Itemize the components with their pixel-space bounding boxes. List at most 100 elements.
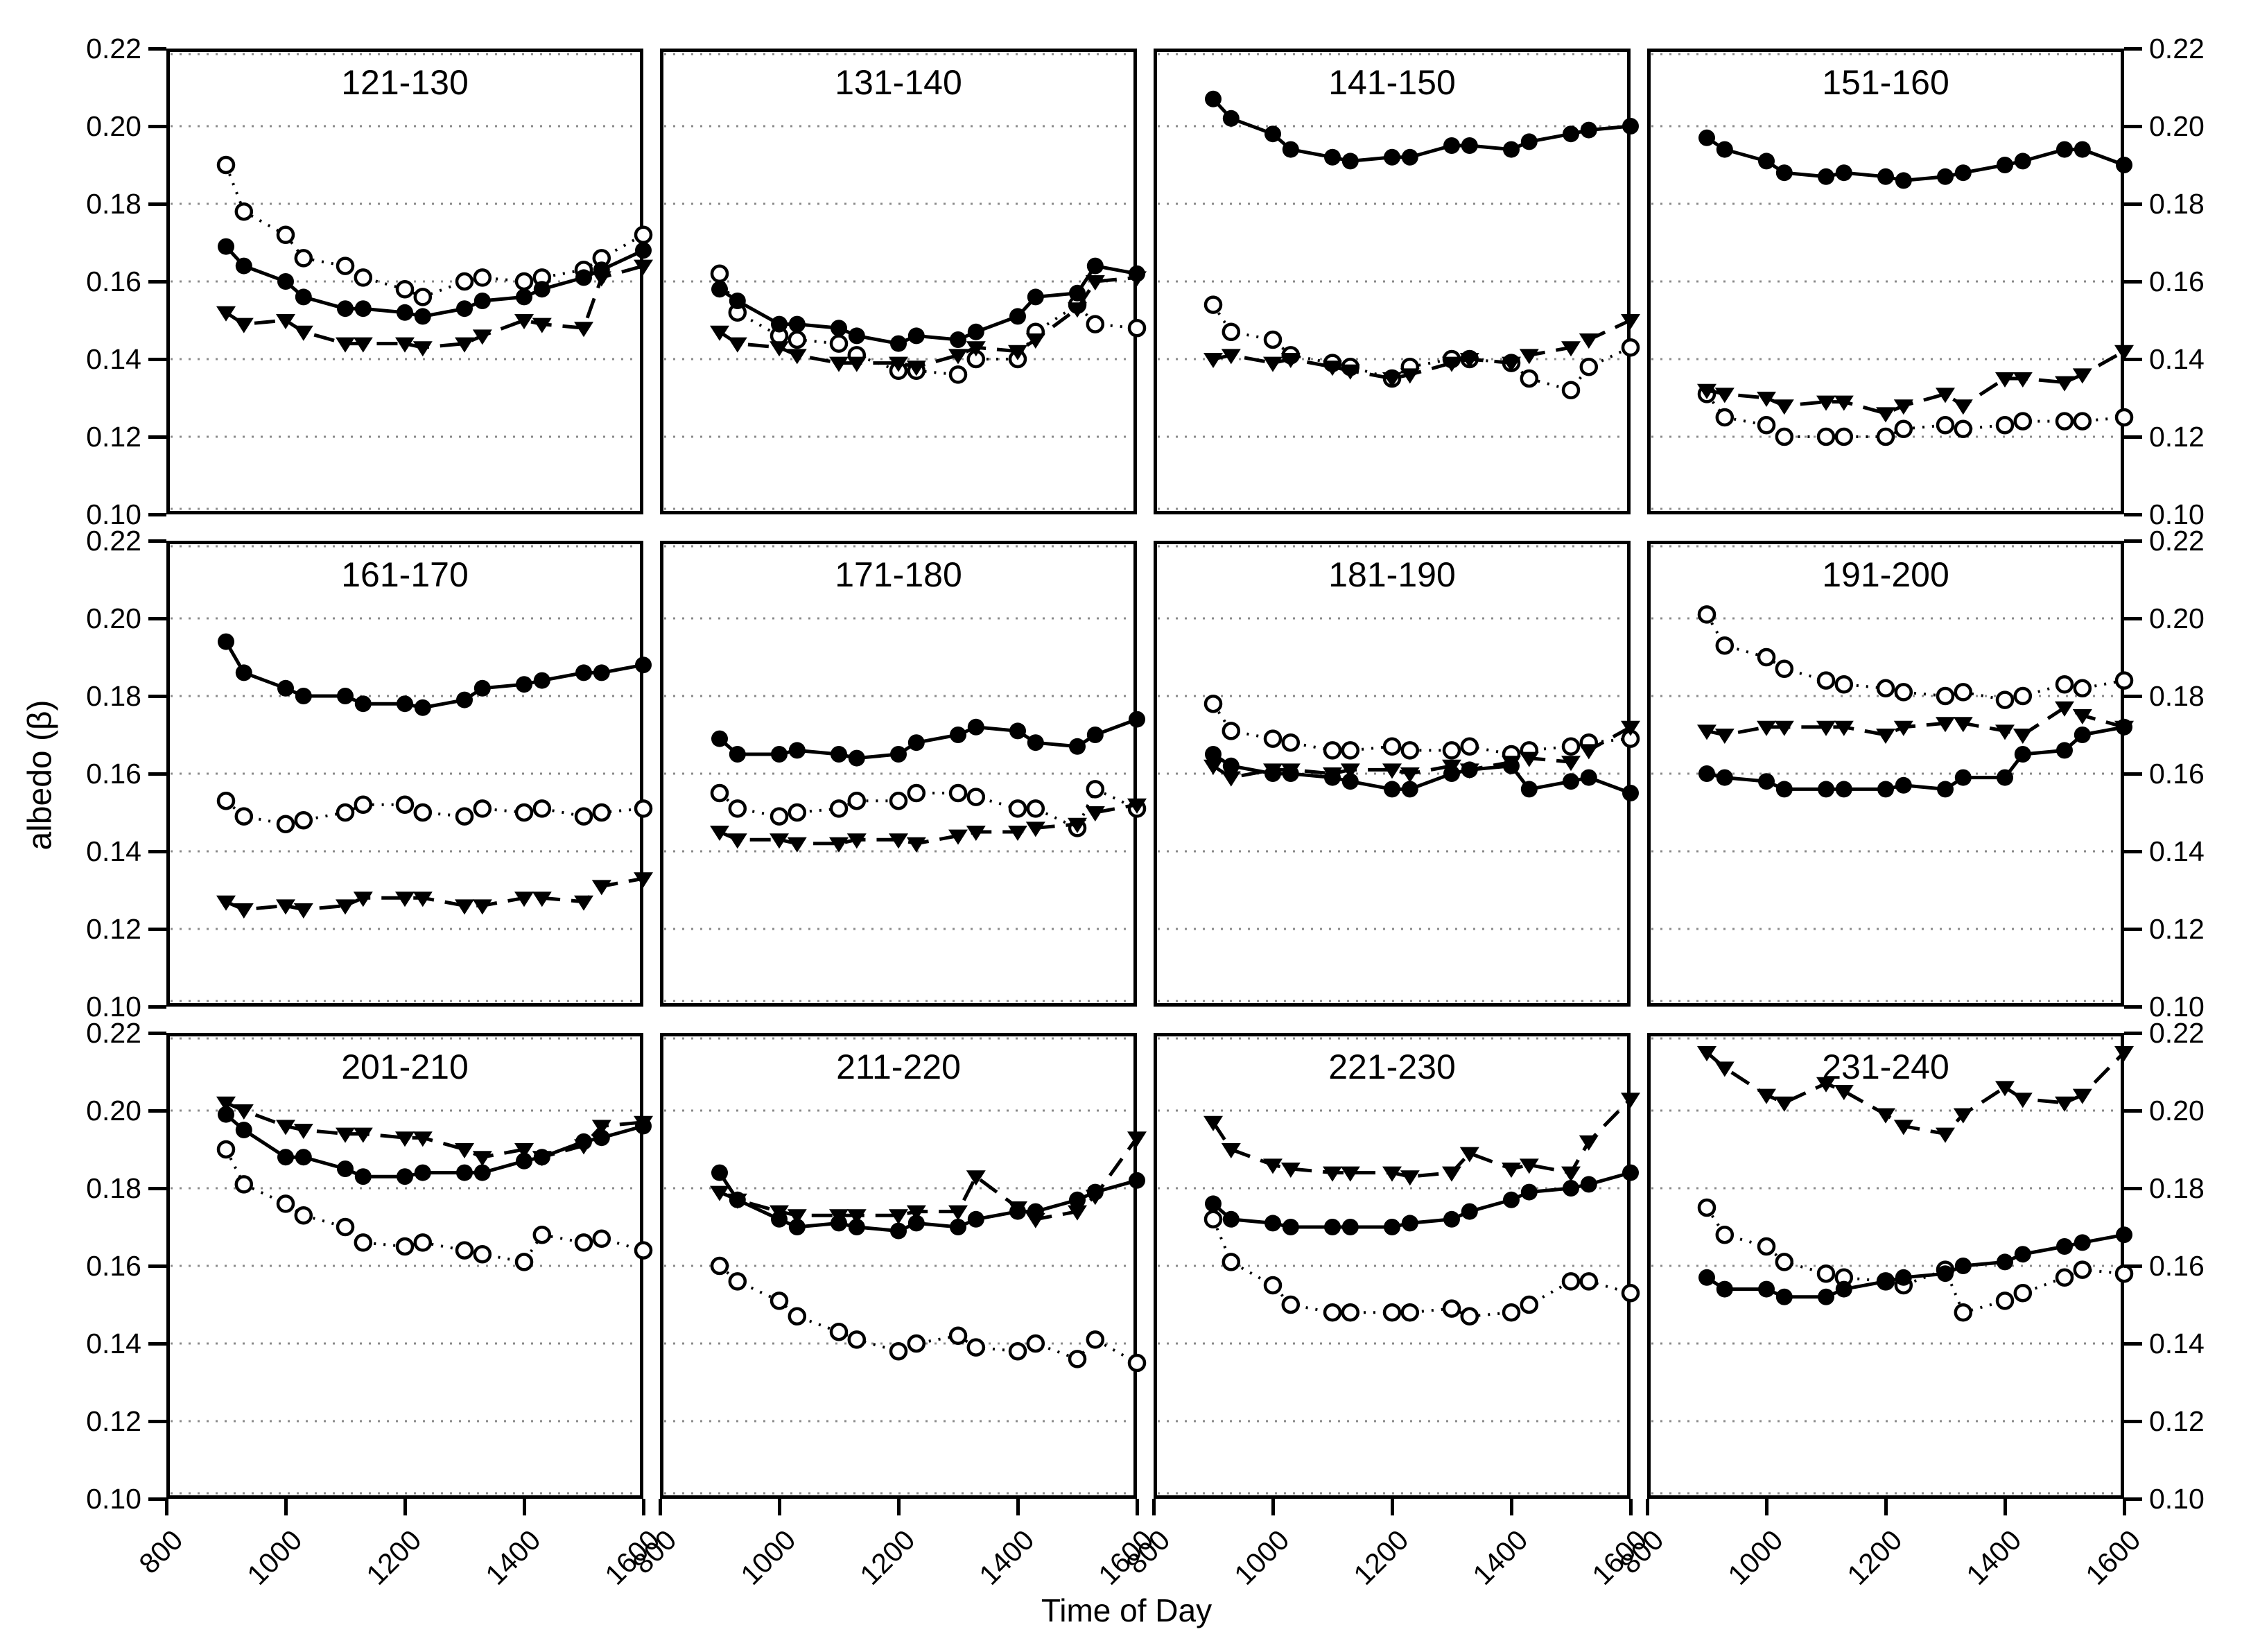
y-tick-label: 0.14 — [86, 343, 141, 375]
filled-triangle-marker — [1280, 353, 1301, 368]
open-circle-marker — [1382, 737, 1402, 756]
filled-triangle-marker — [1400, 1170, 1420, 1186]
y-tick — [148, 927, 166, 931]
y-tick — [2124, 849, 2142, 853]
open-circle-marker — [634, 1241, 653, 1260]
open-circle-marker — [634, 225, 653, 245]
open-circle-marker — [2114, 408, 2134, 427]
filled-triangle-marker — [412, 892, 433, 907]
filled-circle-marker — [967, 718, 984, 736]
filled-circle-marker — [1222, 757, 1240, 774]
open-circle-marker — [788, 1307, 807, 1326]
filled-circle-marker — [516, 1152, 532, 1170]
filled-circle-marker — [1443, 1210, 1460, 1228]
filled-circle-marker — [1698, 129, 1715, 146]
filled-circle-marker — [516, 288, 532, 306]
open-circle-marker — [336, 1217, 355, 1237]
filled-circle-marker — [1895, 776, 1912, 794]
y-tick — [2124, 772, 2142, 776]
y-tick — [2124, 202, 2142, 206]
panel-221-230: 221-230 — [1154, 1033, 1640, 1499]
x-tick-label: 1600 — [2079, 1524, 2147, 1592]
filled-triangle-marker — [1068, 1205, 1087, 1221]
filled-triangle-marker — [1621, 720, 1640, 736]
open-circle-marker — [1834, 675, 1854, 694]
open-circle-marker — [1400, 1303, 1420, 1322]
filled-circle-marker — [575, 1133, 592, 1150]
y-tick — [2124, 1419, 2142, 1423]
panel-231-240: 231-240 — [1647, 1033, 2134, 1499]
filled-triangle-marker — [1579, 333, 1599, 349]
y-tick — [2124, 1031, 2142, 1035]
open-circle-marker — [1222, 1253, 1241, 1271]
filled-circle-marker — [456, 691, 473, 708]
filled-circle-marker — [1775, 1288, 1793, 1305]
filled-circle-marker — [1954, 769, 1972, 786]
filled-circle-marker — [1563, 125, 1579, 143]
filled-circle-marker — [729, 293, 746, 309]
panel-121-130: 121-130 — [166, 49, 653, 514]
filled-circle-marker — [1997, 769, 2013, 786]
filled-triangle-marker — [1936, 1127, 1955, 1143]
y-tick — [148, 124, 166, 128]
filled-triangle-marker — [353, 892, 373, 907]
panel-161-170: 161-170 — [166, 541, 653, 1007]
open-circle-marker — [413, 803, 433, 822]
filled-circle-marker — [1895, 172, 1912, 189]
filled-circle-marker — [235, 664, 252, 681]
filled-triangle-marker — [1774, 1096, 1794, 1112]
open-circle-marker — [948, 783, 968, 803]
y-tick — [148, 772, 166, 776]
filled-triangle-marker — [948, 829, 968, 845]
panel-141-150: 141-150 — [1154, 49, 1640, 514]
open-circle-marker — [234, 1175, 254, 1194]
y-tick — [148, 694, 166, 698]
open-circle-marker — [710, 264, 729, 284]
x-tick — [777, 1499, 781, 1515]
open-circle-marker — [473, 799, 492, 818]
filled-circle-marker — [848, 1219, 865, 1235]
filled-triangle-marker — [1953, 399, 1973, 415]
filled-circle-marker — [1222, 1210, 1240, 1228]
filled-triangle-marker — [395, 337, 415, 353]
filled-circle-marker — [295, 288, 312, 306]
panel-title: 121-130 — [341, 63, 469, 102]
y-tick-label: 0.20 — [86, 602, 141, 634]
open-circle-marker — [354, 268, 373, 287]
filled-triangle-marker — [1893, 1120, 1913, 1136]
x-tick-label: 800 — [132, 1524, 189, 1580]
open-circle-marker — [532, 1225, 552, 1244]
filled-circle-marker — [1835, 164, 1852, 182]
y-tick — [2124, 279, 2142, 284]
filled-triangle-marker — [234, 903, 254, 919]
filled-circle-marker — [890, 746, 907, 763]
filled-triangle-marker — [1995, 372, 2015, 388]
filled-circle-marker — [1622, 1164, 1639, 1181]
filled-triangle-marker — [353, 337, 373, 353]
filled-triangle-marker — [216, 895, 236, 911]
filled-circle-marker — [1443, 137, 1460, 154]
filled-triangle-marker — [1757, 1088, 1776, 1104]
open-circle-marker — [2055, 412, 2074, 431]
open-circle-marker — [1026, 1334, 1045, 1353]
open-circle-marker — [1715, 1225, 1735, 1244]
filled-circle-marker — [593, 261, 610, 279]
y-tick-label: 0.16 — [86, 266, 141, 297]
filled-triangle-marker — [1697, 724, 1717, 740]
open-circle-marker — [1936, 415, 1955, 435]
filled-triangle-marker — [1280, 1163, 1301, 1178]
filled-triangle-marker — [1263, 1158, 1283, 1174]
open-circle-marker — [455, 807, 474, 826]
filled-circle-marker — [1997, 1253, 2013, 1271]
filled-triangle-marker — [966, 341, 986, 357]
filled-circle-marker — [1401, 148, 1418, 166]
x-tick-label: 1200 — [360, 1524, 428, 1592]
x-tick — [1390, 1499, 1394, 1515]
filled-circle-marker — [1698, 765, 1715, 782]
filled-circle-marker — [2014, 746, 2031, 763]
panel-211-220: 211-220 — [660, 1033, 1147, 1499]
y-tick-label: 0.18 — [2149, 1172, 2205, 1204]
filled-circle-marker — [1324, 1219, 1341, 1235]
filled-circle-marker — [635, 242, 652, 259]
y-tick-label: 0.20 — [86, 1095, 141, 1127]
